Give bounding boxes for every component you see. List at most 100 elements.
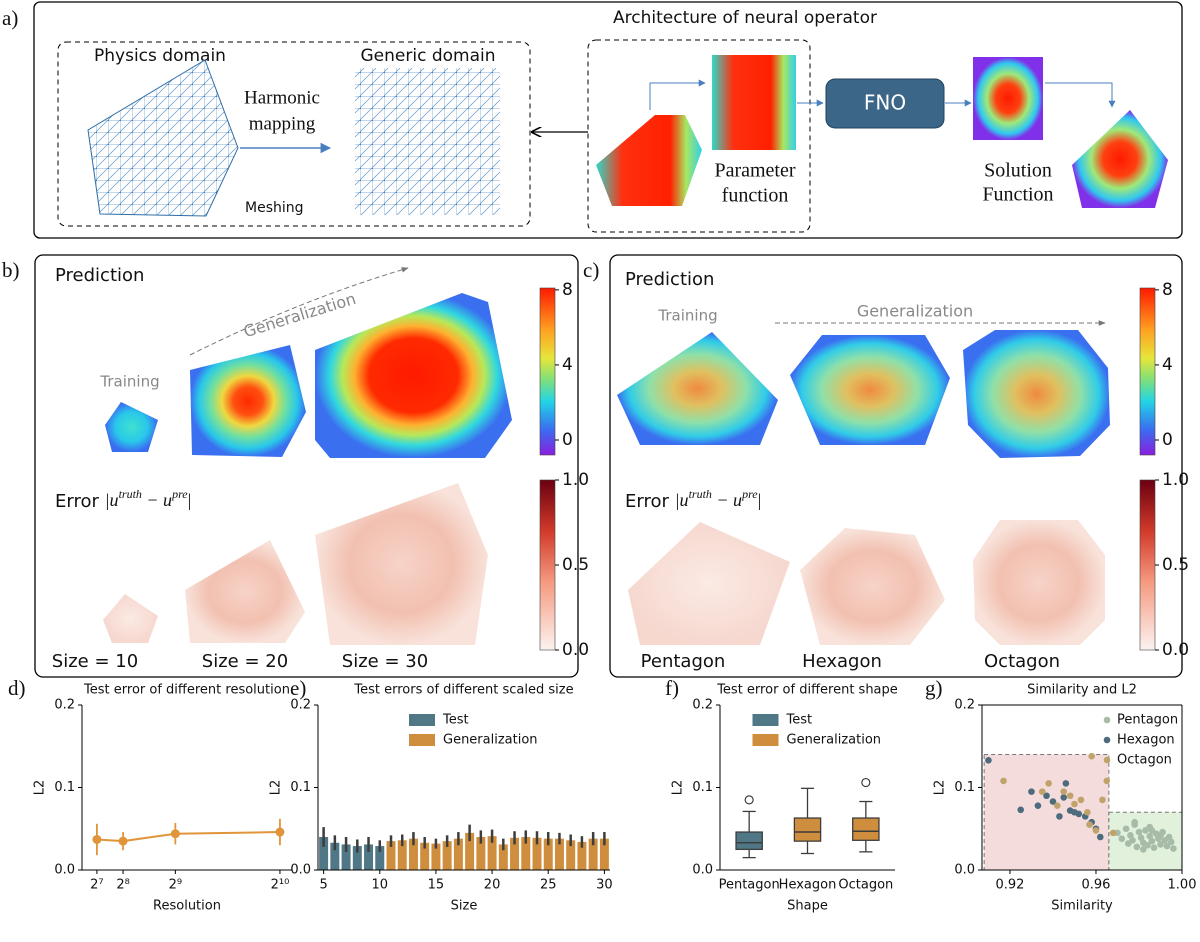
bar — [476, 837, 486, 870]
point — [1163, 842, 1171, 850]
point — [1146, 832, 1154, 840]
point — [1060, 788, 1068, 795]
harmonic-label: mapping — [249, 113, 316, 134]
x-tick-label: Pentagon — [719, 878, 780, 893]
point — [1075, 810, 1083, 818]
generic-mesh — [355, 68, 500, 215]
error-math: pre — [741, 487, 758, 501]
parameter-label: Parameter — [714, 160, 795, 182]
y-tick-label: 0.0 — [290, 863, 311, 878]
legend-swatch — [752, 714, 779, 726]
point — [1096, 833, 1104, 841]
y-axis-label: L2 — [933, 780, 948, 796]
chart-title: Test errors of different scaled size — [353, 683, 573, 698]
fno-block — [825, 78, 945, 129]
arrow — [1045, 82, 1116, 108]
error-map — [973, 520, 1105, 645]
bar — [386, 841, 396, 870]
x-tick-label: 25 — [540, 878, 557, 893]
legend-label: Generalization — [443, 733, 538, 748]
panel-label: g) — [925, 676, 943, 700]
error-label: Error |utruth − upre| — [55, 487, 191, 512]
error-map — [628, 522, 790, 645]
legend-swatch — [409, 714, 435, 726]
y-axis-label: L2 — [269, 780, 284, 796]
point — [1129, 837, 1136, 844]
point — [170, 829, 180, 839]
colorbar-tick-label: 8 — [1162, 280, 1173, 300]
y-axis-label: L2 — [33, 780, 48, 796]
x-axis-label: Resolution — [153, 899, 221, 914]
solution-label: Function — [982, 184, 1053, 206]
point — [1034, 802, 1042, 809]
chart-title: Test error of different resolution — [83, 683, 290, 698]
meshing-label: Meshing — [245, 200, 304, 216]
bar — [588, 838, 598, 870]
x-tick-label: 0.96 — [1082, 878, 1111, 893]
physics-mesh — [87, 59, 239, 217]
point — [118, 836, 128, 846]
parameter-label: function — [722, 185, 789, 207]
prediction-label: Prediction — [55, 265, 144, 286]
point — [1000, 777, 1007, 785]
prediction-map — [105, 402, 158, 452]
error-math: | — [188, 490, 192, 510]
physics-label: Physics domain — [94, 46, 226, 66]
prediction-map — [617, 332, 778, 445]
flier — [861, 777, 871, 788]
panel-frame — [609, 254, 1183, 678]
size-label: Size = 30 — [342, 651, 428, 672]
chart-title: Test error of different shape — [716, 683, 898, 698]
point — [1170, 845, 1177, 852]
point — [1109, 829, 1117, 837]
flier — [744, 795, 754, 805]
bar — [577, 841, 587, 870]
bar — [510, 837, 520, 870]
colorbar — [1139, 479, 1156, 651]
panel-label: d) — [8, 676, 26, 700]
line — [96, 831, 280, 843]
legend-swatch — [409, 734, 435, 746]
point — [1148, 837, 1156, 845]
solution-label: Solution — [984, 160, 1052, 182]
legend-label: Test — [786, 713, 813, 728]
error-math: − u — [142, 490, 172, 510]
bar — [364, 844, 374, 870]
point — [1043, 792, 1050, 800]
point — [1017, 806, 1025, 814]
x-tick-label: 2¹⁰ — [271, 878, 290, 893]
point — [1157, 832, 1164, 839]
parameter-square — [712, 55, 796, 150]
y-tick-label: 0.0 — [54, 863, 75, 878]
point — [1165, 833, 1173, 841]
x-tick-label: 30 — [596, 878, 613, 893]
bar — [554, 838, 564, 870]
point — [1077, 796, 1085, 804]
bar — [330, 842, 340, 870]
error-map — [800, 528, 945, 645]
colorbar-tick-label: 1.0 — [1162, 470, 1189, 490]
point — [1053, 802, 1061, 809]
chart-title: Similarity and L2 — [1027, 683, 1137, 698]
panel-frame — [34, 254, 579, 678]
point — [1167, 838, 1175, 846]
generalization-label: Generalization — [241, 289, 358, 341]
error-math: |u — [105, 490, 119, 510]
generalization-label: Generalization — [857, 302, 973, 321]
box — [735, 831, 763, 851]
y-tick-label: 0.1 — [290, 780, 311, 795]
point — [92, 834, 102, 844]
panel-label: c) — [583, 258, 599, 282]
point — [1150, 844, 1158, 852]
point — [1137, 834, 1145, 842]
point — [1118, 835, 1126, 842]
shape-label: Octagon — [984, 651, 1060, 672]
panel-c: c) Prediction Training Generalization Er… — [583, 254, 1183, 678]
legend-label: Pentagon — [1117, 713, 1178, 728]
colorbar-tick-label: 0.0 — [1162, 640, 1189, 660]
bar — [341, 844, 351, 870]
solution-square — [973, 57, 1043, 140]
training-label: Training — [99, 373, 159, 391]
point — [1049, 798, 1057, 805]
